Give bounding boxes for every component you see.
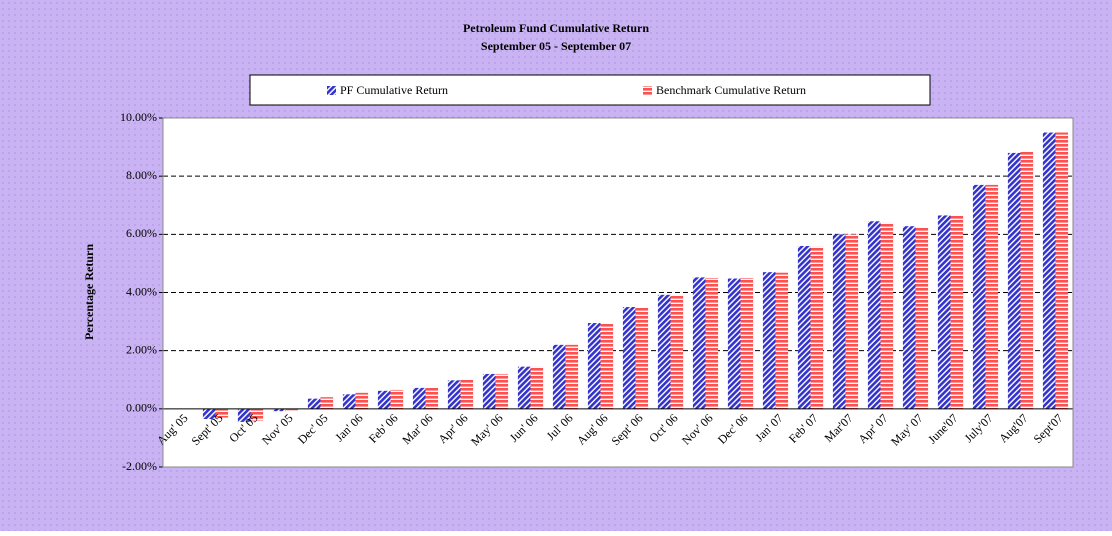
legend-swatch (327, 86, 336, 95)
bar (447, 380, 461, 409)
bar (727, 278, 741, 409)
bar (495, 373, 509, 409)
bar (845, 234, 859, 409)
bar (390, 389, 404, 409)
bar (320, 397, 334, 409)
bar (880, 222, 894, 409)
plot-border (162, 117, 1074, 468)
bar (600, 323, 614, 409)
legend-label: Benchmark Cumulative Return (656, 83, 806, 97)
bar (985, 184, 999, 409)
bar (460, 379, 474, 409)
y-tick-label: -2.00% (122, 459, 157, 473)
bar (902, 226, 916, 409)
bar (530, 366, 544, 409)
legend (249, 74, 931, 106)
bar (565, 344, 579, 409)
y-axis-label: Percentage Return (82, 244, 96, 340)
y-tick-label: 0.00% (126, 401, 157, 415)
bar (832, 234, 846, 409)
bar (1007, 152, 1021, 409)
bar (237, 408, 251, 422)
bar (740, 277, 754, 409)
bar (307, 398, 321, 409)
bar (867, 221, 881, 409)
bar (762, 272, 776, 409)
y-tick-label: 8.00% (126, 168, 157, 182)
legend-label: PF Cumulative Return (340, 83, 448, 97)
bar (670, 295, 684, 409)
bar (482, 373, 496, 409)
bar (552, 344, 566, 409)
y-tick-label: 6.00% (126, 226, 157, 240)
bar (215, 408, 229, 418)
bar (692, 277, 706, 409)
bar (250, 408, 264, 421)
y-tick-label: 10.00% (120, 110, 157, 124)
bar (355, 392, 369, 409)
bar (775, 272, 789, 409)
bar (272, 408, 286, 412)
bar (1042, 132, 1056, 409)
bar (285, 408, 299, 411)
bar (657, 294, 671, 409)
bar (202, 408, 216, 420)
bar (797, 245, 811, 409)
bar (972, 184, 986, 409)
bar (635, 307, 649, 409)
bar (810, 246, 824, 409)
bar (587, 323, 601, 409)
bar (377, 390, 391, 409)
y-tick-label: 4.00% (126, 284, 157, 298)
bar (915, 227, 929, 409)
bar (1020, 151, 1034, 409)
legend-swatch (643, 86, 652, 95)
bar (412, 387, 426, 409)
bar (517, 366, 531, 409)
y-tick-label: 2.00% (126, 342, 157, 356)
bar (622, 307, 636, 409)
bar (705, 277, 719, 409)
chart-title: Petroleum Fund Cumulative Return (463, 21, 649, 35)
bar (342, 394, 356, 409)
chart-subtitle: September 05 - September 07 (481, 39, 631, 53)
bar (1055, 132, 1069, 409)
bar (425, 387, 439, 409)
bar (950, 215, 964, 409)
bar (937, 215, 951, 409)
